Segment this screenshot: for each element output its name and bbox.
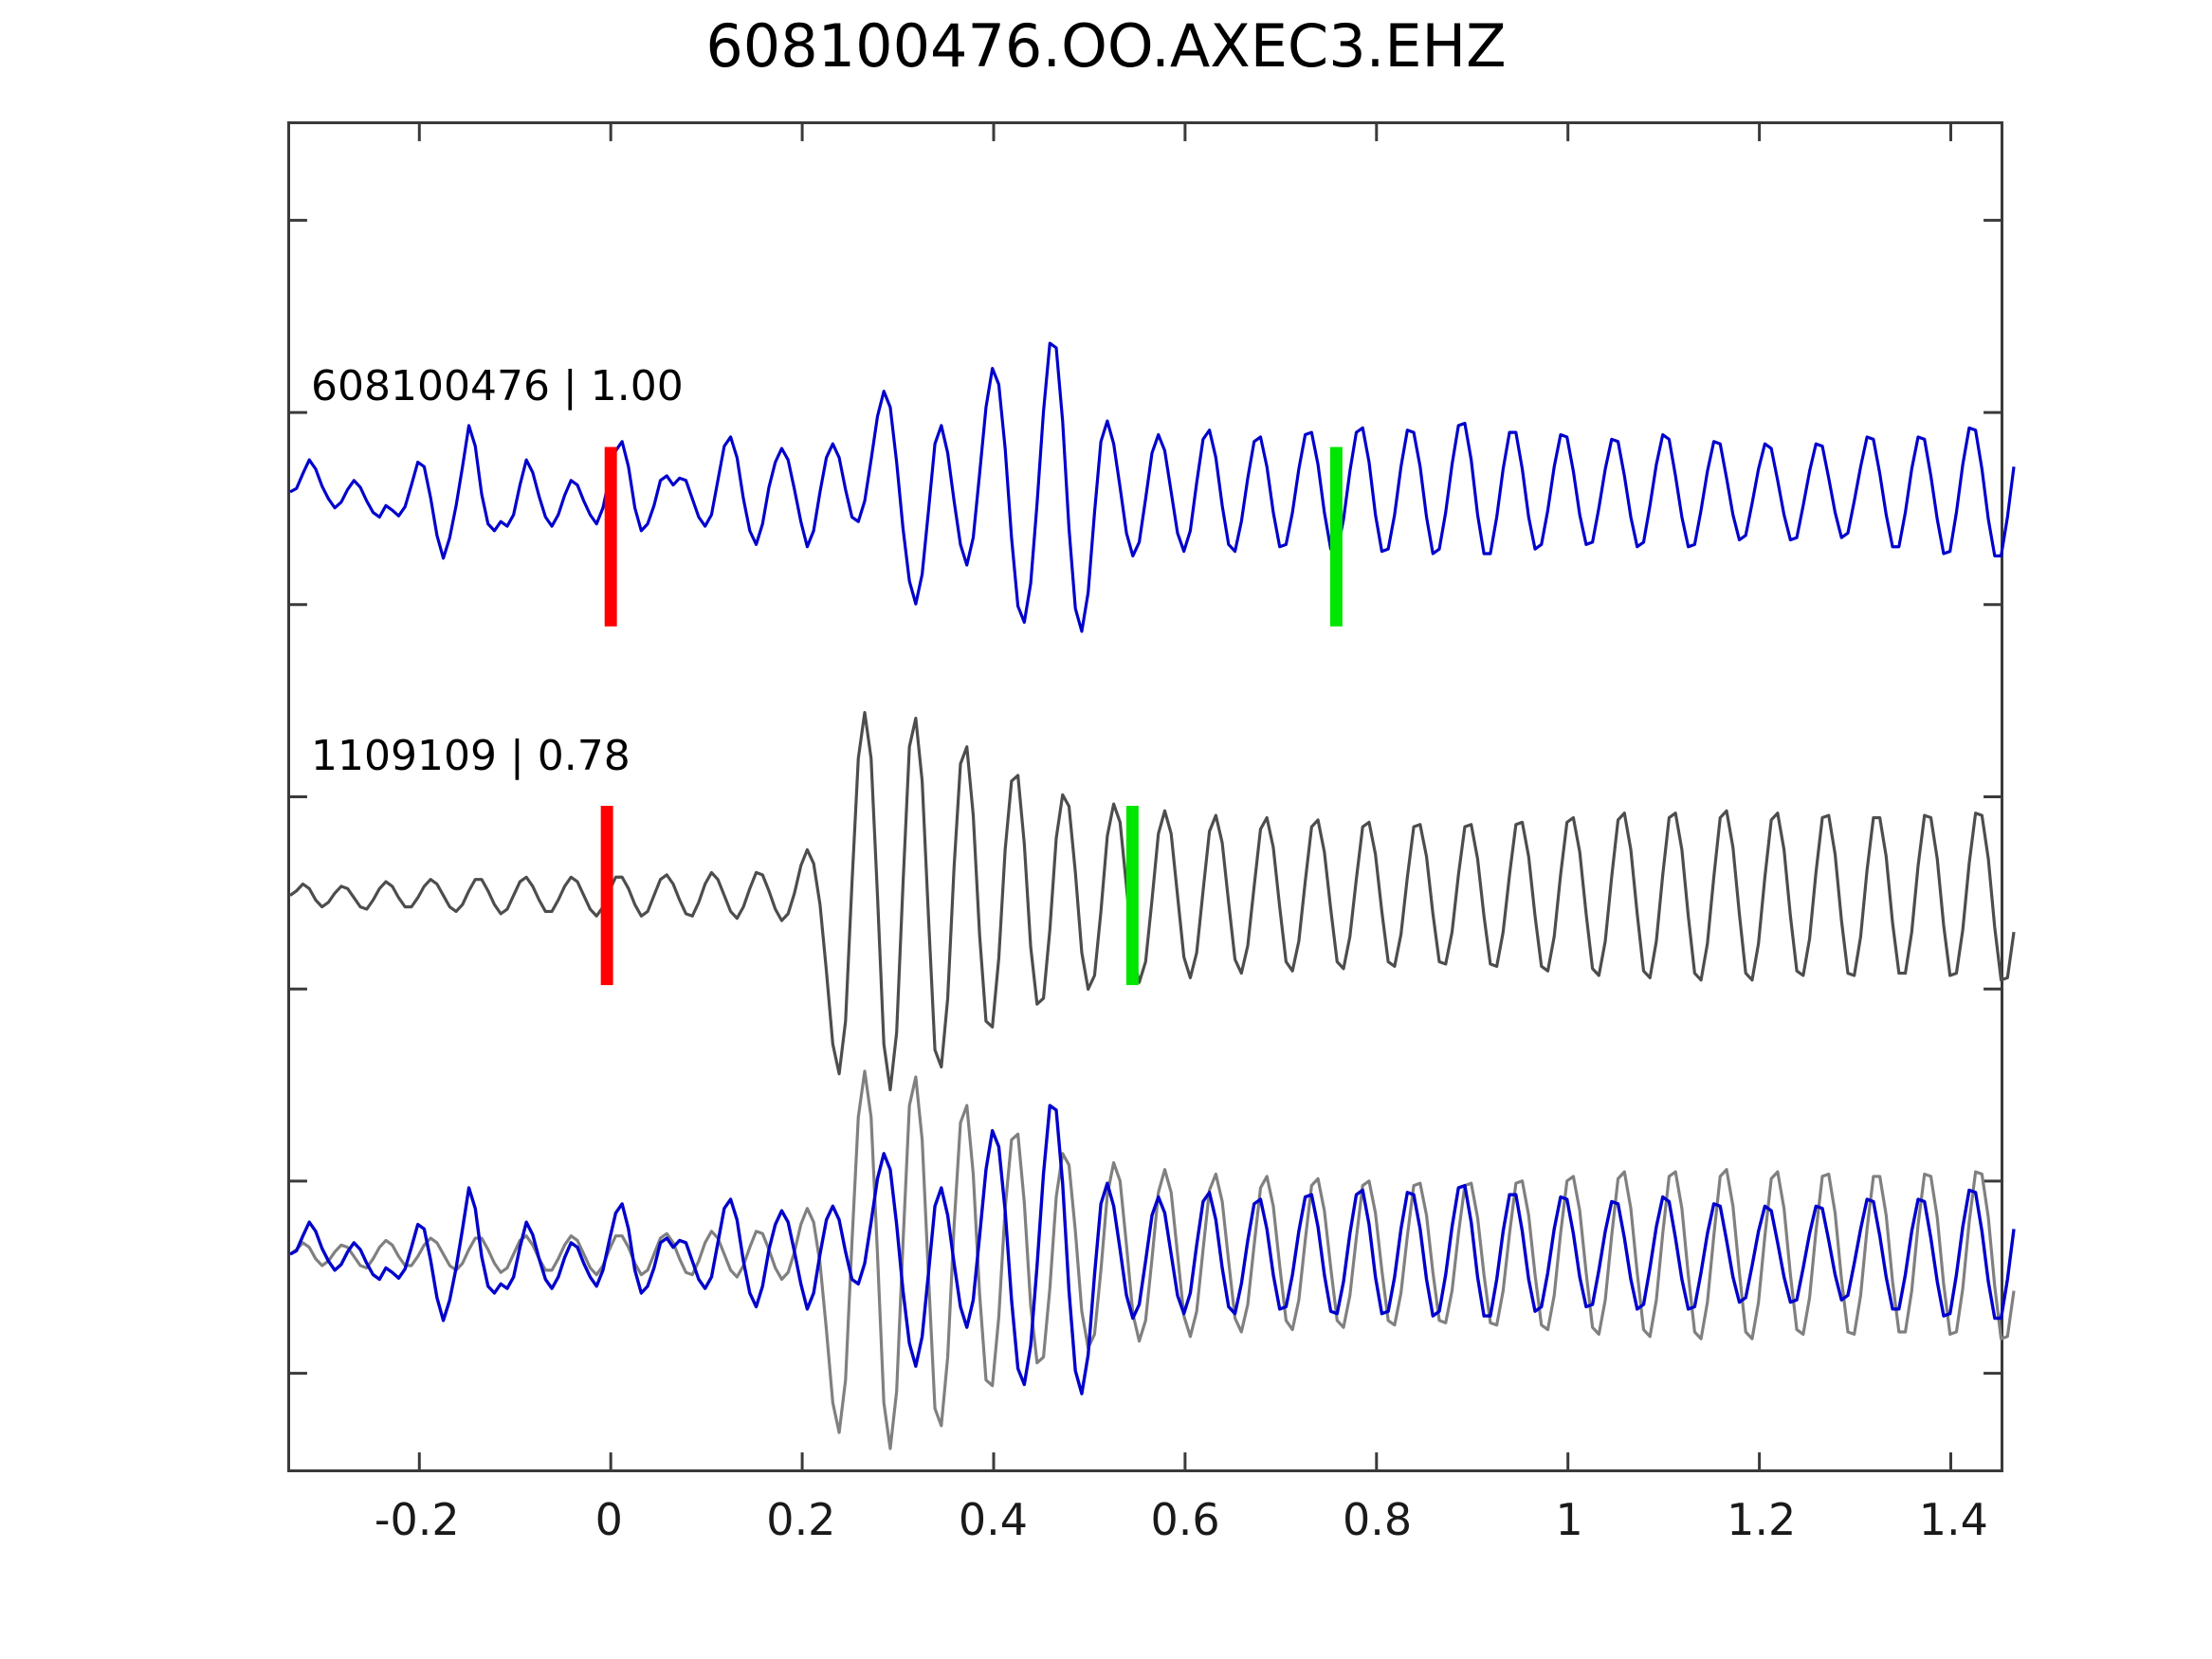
plot-axes	[287, 121, 2016, 1472]
trace-label-detection: 1109109 | 0.78	[311, 732, 631, 780]
x-tick-label: 0.6	[1150, 1494, 1220, 1545]
x-tick-label: 0.2	[766, 1494, 836, 1545]
x-tick-label: 1.2	[1727, 1494, 1797, 1545]
x-tick-label: 0.4	[958, 1494, 1029, 1545]
waveform-template-top	[289, 341, 2016, 633]
x-tick-label: 1	[1555, 1494, 1583, 1545]
page-title: 608100476.OO.AXEC3.EHZ	[705, 11, 1507, 81]
waveform-canvas	[289, 124, 2016, 1469]
x-tick-label: -0.2	[374, 1494, 460, 1545]
waveform-detection-middle	[289, 710, 2016, 1092]
waveform-detection-overlay	[289, 1069, 2016, 1450]
trace-label-template: 608100476 | 1.00	[311, 362, 684, 410]
x-tick-label: 0.8	[1343, 1494, 1413, 1545]
waveform-template-overlay	[289, 1103, 2016, 1395]
x-tick-label: 0	[594, 1494, 623, 1545]
x-tick-label: 1.4	[1918, 1494, 1988, 1545]
